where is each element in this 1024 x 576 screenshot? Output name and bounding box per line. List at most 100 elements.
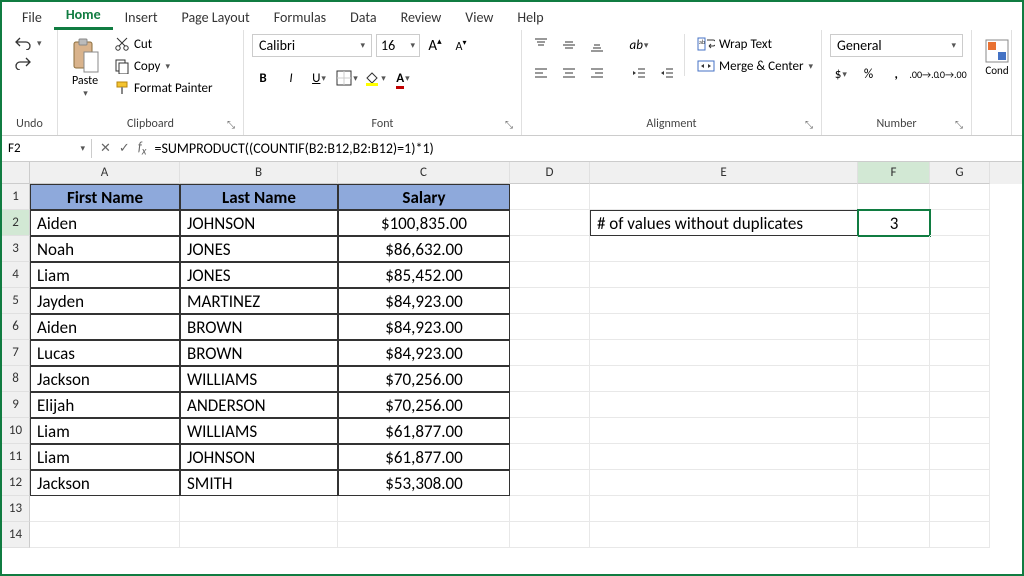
select-all-corner[interactable] [2,162,30,184]
cell-A4[interactable]: Liam [30,262,180,288]
orientation-button[interactable]: ab▾ [628,34,650,56]
cell-G14[interactable] [930,522,990,548]
cell-B7[interactable]: BROWN [180,340,338,366]
cell-A1[interactable]: First Name [30,184,180,210]
col-header-E[interactable]: E [590,162,858,184]
cell-E10[interactable] [590,418,858,444]
cell-B11[interactable]: JOHNSON [180,444,338,470]
cell-E3[interactable] [590,236,858,262]
row-header-2[interactable]: 2 [2,210,30,236]
cell-A10[interactable]: Liam [30,418,180,444]
cell-F13[interactable] [858,496,930,522]
cell-E1[interactable] [590,184,858,210]
cell-B13[interactable] [180,496,338,522]
cell-F4[interactable] [858,262,930,288]
cell-E2[interactable]: # of values without duplicates [590,210,858,236]
wrap-text-button[interactable]: abWrap Text [693,34,817,54]
currency-button[interactable]: $▾ [830,63,852,85]
align-right-button[interactable] [586,62,608,84]
borders-button[interactable]: ▾ [336,67,358,89]
align-top-button[interactable] [530,34,552,56]
fx-button[interactable]: fx [138,140,147,158]
cell-F3[interactable] [858,236,930,262]
paste-button[interactable]: Paste▾ [66,34,104,103]
tab-insert[interactable]: Insert [113,5,170,30]
underline-button[interactable]: U▾ [308,67,330,89]
col-header-D[interactable]: D [510,162,590,184]
cell-A12[interactable]: Jackson [30,470,180,496]
comma-button[interactable]: , [885,63,907,85]
row-header-5[interactable]: 5 [2,288,30,314]
cell-D14[interactable] [510,522,590,548]
cell-F11[interactable] [858,444,930,470]
col-header-C[interactable]: C [338,162,510,184]
cell-D8[interactable] [510,366,590,392]
cell-C2[interactable]: $100,835.00 [338,210,510,236]
cell-G10[interactable] [930,418,990,444]
cell-B5[interactable]: MARTINEZ [180,288,338,314]
cell-E11[interactable] [590,444,858,470]
cell-G4[interactable] [930,262,990,288]
align-center-button[interactable] [558,62,580,84]
cell-B2[interactable]: JOHNSON [180,210,338,236]
cell-D7[interactable] [510,340,590,366]
cell-F9[interactable] [858,392,930,418]
cell-A8[interactable]: Jackson [30,366,180,392]
cell-B4[interactable]: JONES [180,262,338,288]
italic-button[interactable]: I [280,67,302,89]
cell-C13[interactable] [338,496,510,522]
cell-D9[interactable] [510,392,590,418]
decrease-font-button[interactable]: A▾ [450,35,472,57]
align-left-button[interactable] [530,62,552,84]
tab-view[interactable]: View [453,5,505,30]
cut-button[interactable]: Cut [110,34,217,54]
cell-A3[interactable]: Noah [30,236,180,262]
row-header-7[interactable]: 7 [2,340,30,366]
cell-F12[interactable] [858,470,930,496]
dialog-launcher-icon[interactable]: ⤡ [227,118,235,131]
cell-F7[interactable] [858,340,930,366]
font-name-select[interactable]: Calibri▾ [252,34,372,57]
tab-review[interactable]: Review [389,5,454,30]
cell-E14[interactable] [590,522,858,548]
cell-F14[interactable] [858,522,930,548]
bold-button[interactable]: B [252,67,274,89]
cell-C9[interactable]: $70,256.00 [338,392,510,418]
cell-C4[interactable]: $85,452.00 [338,262,510,288]
cell-A6[interactable]: Aiden [30,314,180,340]
increase-indent-button[interactable] [656,62,678,84]
cancel-formula-button[interactable]: ✕ [100,141,111,156]
cell-C7[interactable]: $84,923.00 [338,340,510,366]
cell-D6[interactable] [510,314,590,340]
row-header-11[interactable]: 11 [2,444,30,470]
row-header-1[interactable]: 1 [2,184,30,210]
cell-G11[interactable] [930,444,990,470]
cell-D5[interactable] [510,288,590,314]
dialog-launcher-icon[interactable]: ⤡ [505,118,513,131]
cell-D4[interactable] [510,262,590,288]
formula-input[interactable]: =SUMPRODUCT((COUNTIF(B2:B12,B2:B12)=1)*1… [154,140,433,157]
cell-G12[interactable] [930,470,990,496]
fill-color-button[interactable]: ▾ [364,67,386,89]
cell-A14[interactable] [30,522,180,548]
name-box[interactable]: F2▾ [2,139,92,158]
row-header-13[interactable]: 13 [2,496,30,522]
cell-C3[interactable]: $86,632.00 [338,236,510,262]
cell-D13[interactable] [510,496,590,522]
cell-A9[interactable]: Elijah [30,392,180,418]
col-header-A[interactable]: A [30,162,180,184]
cell-F5[interactable] [858,288,930,314]
cell-C5[interactable]: $84,923.00 [338,288,510,314]
dialog-launcher-icon[interactable]: ⤡ [805,118,813,131]
cell-E4[interactable] [590,262,858,288]
decrease-decimal-button[interactable]: .0→.00 [941,63,963,85]
row-header-12[interactable]: 12 [2,470,30,496]
row-header-10[interactable]: 10 [2,418,30,444]
cell-B10[interactable]: WILLIAMS [180,418,338,444]
font-size-select[interactable]: 16▾ [376,34,420,57]
cell-D3[interactable] [510,236,590,262]
cell-A2[interactable]: Aiden [30,210,180,236]
cell-C1[interactable]: Salary [338,184,510,210]
cell-G9[interactable] [930,392,990,418]
tab-home[interactable]: Home [54,2,113,30]
